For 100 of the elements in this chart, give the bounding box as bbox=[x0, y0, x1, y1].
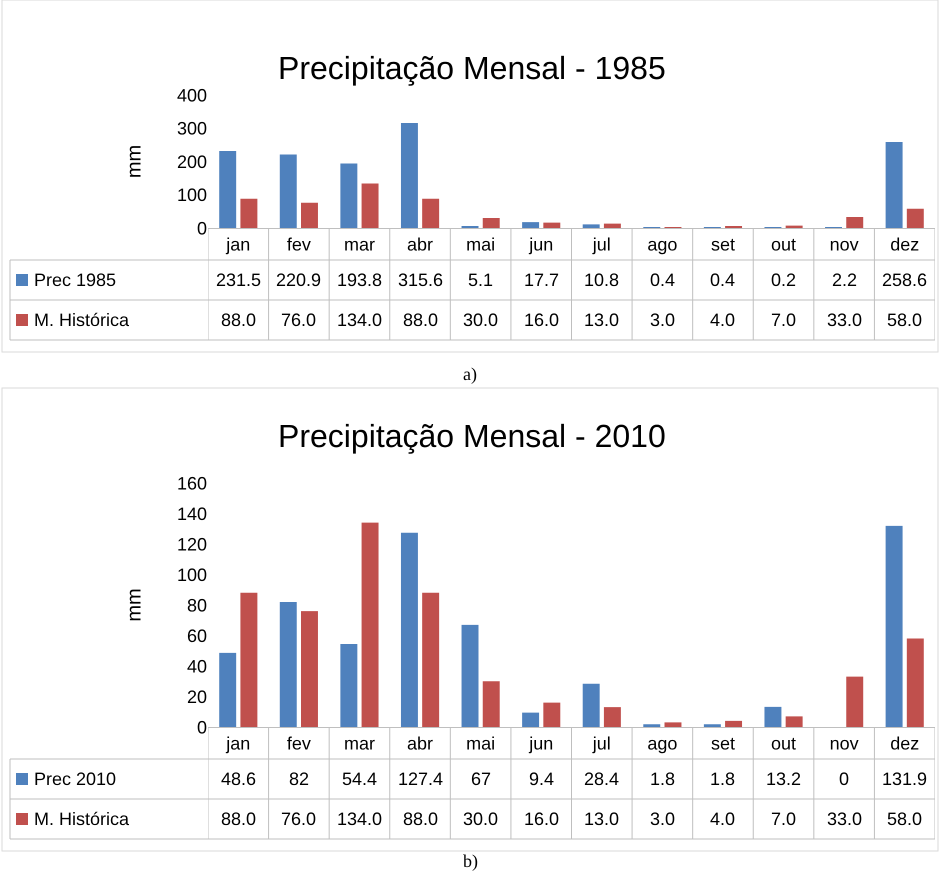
x-tick-label: out bbox=[771, 734, 796, 754]
y-tick-label: 100 bbox=[176, 564, 207, 585]
bar bbox=[240, 198, 258, 228]
bar bbox=[643, 724, 660, 727]
data-label: 30.0 bbox=[463, 809, 498, 829]
bar bbox=[301, 611, 318, 727]
x-tick-label: dez bbox=[890, 234, 920, 255]
data-label: 13.0 bbox=[584, 809, 620, 829]
x-tick-label: nov bbox=[830, 234, 859, 255]
bar bbox=[582, 684, 600, 727]
bar bbox=[462, 624, 478, 727]
x-tick-label: mai bbox=[466, 734, 496, 754]
y-tick-label: 160 bbox=[176, 473, 207, 494]
y-tick-label: 40 bbox=[186, 656, 207, 676]
x-tick-label: fev bbox=[286, 234, 311, 255]
x-tick-label: abr bbox=[407, 734, 434, 754]
data-label: 48.6 bbox=[221, 769, 256, 789]
legend-label: M. Histórica bbox=[34, 809, 130, 829]
bar bbox=[886, 526, 903, 727]
data-label: 220.9 bbox=[276, 270, 322, 290]
y-tick-label: 0 bbox=[196, 218, 207, 238]
bar bbox=[604, 707, 621, 727]
bar bbox=[422, 592, 440, 727]
bar bbox=[362, 522, 379, 727]
x-tick-label: jun bbox=[528, 234, 554, 255]
data-label: 76.0 bbox=[281, 809, 316, 829]
data-label: 33.0 bbox=[827, 809, 862, 829]
data-label: 193.8 bbox=[337, 270, 382, 290]
x-tick-label: ago bbox=[647, 234, 678, 255]
data-label: 16.0 bbox=[524, 310, 560, 330]
bar bbox=[664, 722, 682, 727]
chart-title: Precipitação Mensal - 1985 bbox=[278, 50, 666, 86]
x-tick-label: ago bbox=[647, 734, 678, 754]
bar bbox=[886, 142, 903, 228]
y-axis-title: mm bbox=[123, 144, 146, 178]
data-label: 33.0 bbox=[827, 310, 862, 330]
x-tick-label: jul bbox=[592, 234, 611, 255]
data-label: 88.0 bbox=[403, 809, 438, 829]
data-label: 58.0 bbox=[887, 310, 922, 330]
bar bbox=[764, 706, 782, 727]
bar bbox=[219, 652, 236, 727]
bar bbox=[280, 602, 297, 727]
bar bbox=[340, 644, 358, 727]
bar bbox=[240, 592, 258, 727]
data-label: 0.4 bbox=[650, 270, 676, 290]
data-label: 13.0 bbox=[584, 310, 620, 330]
data-label: 82 bbox=[289, 769, 310, 789]
data-label: 58.0 bbox=[887, 809, 922, 829]
legend-label: Prec 1985 bbox=[34, 270, 116, 290]
data-label: 134.0 bbox=[337, 310, 382, 330]
text: b) bbox=[463, 851, 478, 871]
x-tick-label: jan bbox=[225, 234, 250, 255]
data-label: 88.0 bbox=[221, 310, 256, 330]
bar bbox=[906, 638, 924, 727]
bar bbox=[846, 217, 864, 228]
data-label: 54.4 bbox=[342, 769, 378, 789]
x-tick-label: mar bbox=[344, 734, 375, 754]
data-label: 2.2 bbox=[832, 270, 858, 290]
y-tick-label: 400 bbox=[176, 85, 207, 106]
chart-title: Precipitação Mensal - 2010 bbox=[278, 418, 666, 454]
bar bbox=[582, 224, 600, 228]
y-tick-label: 60 bbox=[186, 626, 207, 646]
bar bbox=[906, 208, 924, 228]
bar bbox=[301, 202, 318, 228]
x-tick-label: mar bbox=[344, 234, 375, 255]
bar bbox=[522, 712, 540, 727]
bar bbox=[704, 724, 721, 727]
y-tick-label: 80 bbox=[186, 595, 207, 616]
x-tick-label: jun bbox=[528, 734, 554, 754]
text: a) bbox=[463, 364, 477, 384]
data-label: 127.4 bbox=[398, 769, 444, 789]
x-tick-label: set bbox=[710, 234, 735, 255]
bar bbox=[400, 123, 418, 228]
y-tick-label: 200 bbox=[176, 152, 207, 172]
x-tick-label: dez bbox=[890, 734, 920, 754]
data-label: 131.9 bbox=[882, 769, 928, 789]
legend-label: M. Histórica bbox=[34, 310, 130, 330]
bar bbox=[482, 681, 500, 727]
y-tick-label: 140 bbox=[176, 504, 207, 524]
data-label: 134.0 bbox=[337, 809, 382, 829]
data-label: 315.6 bbox=[398, 270, 444, 290]
bar bbox=[400, 532, 418, 727]
x-tick-label: out bbox=[771, 234, 796, 255]
data-label: 67 bbox=[471, 769, 492, 789]
bar bbox=[340, 164, 358, 228]
data-label: 4.0 bbox=[710, 310, 736, 330]
bar bbox=[422, 198, 440, 228]
bar bbox=[280, 154, 297, 228]
bar bbox=[543, 222, 560, 228]
data-label: 1.8 bbox=[650, 769, 676, 789]
data-label: 13.2 bbox=[766, 769, 802, 789]
bar bbox=[362, 183, 379, 228]
x-tick-label: fev bbox=[286, 734, 311, 754]
x-tick-label: set bbox=[710, 734, 735, 754]
bar bbox=[725, 720, 742, 727]
y-tick-label: 20 bbox=[186, 686, 207, 707]
y-axis-title: mm bbox=[123, 588, 146, 622]
legend-label: Prec 2010 bbox=[34, 769, 116, 789]
data-label: 4.0 bbox=[710, 809, 736, 829]
data-label: 7.0 bbox=[771, 310, 796, 330]
